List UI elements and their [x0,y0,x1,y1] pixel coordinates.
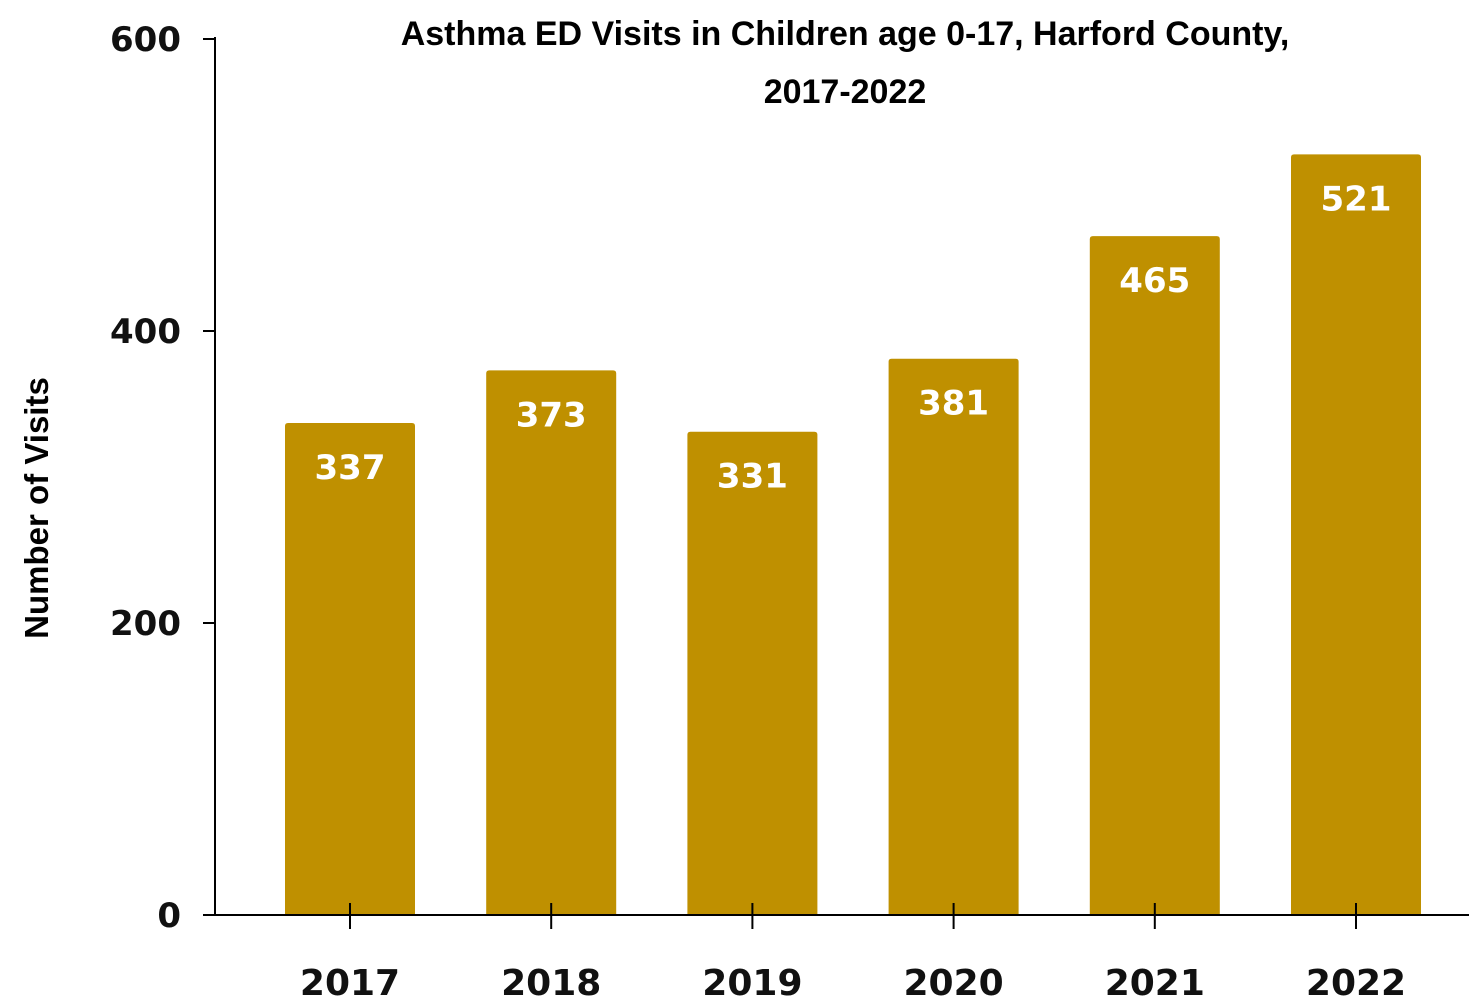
x-tick-label-2018: 2018 [501,963,601,1000]
y-axis: 0 200 400 600 [110,20,216,936]
value-label-2019: 331 [717,457,788,497]
chart-title-line-1: Asthma ED Visits in Children age 0-17, H… [401,15,1290,53]
y-tick-label-600: 600 [110,20,181,60]
x-tick-label-2017: 2017 [300,963,400,1000]
y-axis-label: Number of Visits [18,377,55,639]
bar-2017 [285,422,415,915]
y-tick-label-400: 400 [110,312,181,352]
bar-2022 [1291,154,1421,916]
x-tick-label-2022: 2022 [1306,963,1406,1000]
value-label-2021: 465 [1119,261,1190,301]
value-label-2018: 373 [516,395,587,435]
value-label-2020: 381 [918,384,989,424]
y-tick-label-200: 200 [110,604,181,644]
chart-title-line-2: 2017-2022 [764,73,927,111]
value-label-2022: 521 [1321,179,1392,219]
x-tick-label-2020: 2020 [903,963,1003,1000]
bar-2021 [1089,236,1220,916]
bar-2019 [687,431,818,915]
value-labels-layer: 337 373 331 381 465 521 [315,179,1392,496]
bars-layer [285,154,1421,916]
x-tick-label-2019: 2019 [702,963,802,1000]
value-label-2017: 337 [315,448,386,488]
bar-2018 [486,370,617,915]
bar-2020 [888,358,1019,915]
x-tick-label-2021: 2021 [1105,963,1205,1000]
x-axis: 2017 2018 2019 2020 2021 2022 [203,903,1469,1000]
y-tick-label-0: 0 [157,896,181,936]
